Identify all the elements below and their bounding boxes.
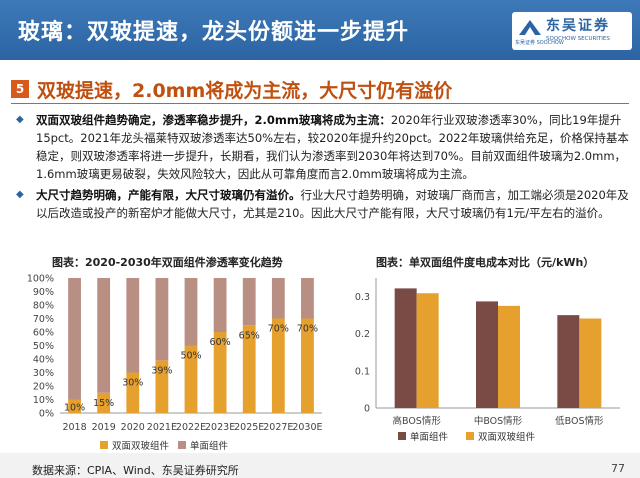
y-tick-label: 20% bbox=[33, 382, 54, 393]
bar-monofacial bbox=[97, 278, 111, 393]
x-tick-label: 低BOS情形 bbox=[555, 415, 604, 427]
y-tick-label: 0.2 bbox=[355, 329, 370, 340]
chart-1-title: 图表：2020-2030年双面组件渗透率变化趋势 bbox=[52, 256, 283, 269]
legend-swatch bbox=[466, 432, 474, 440]
legend-label: 双面双玻组件 bbox=[478, 431, 536, 443]
legend-swatch bbox=[178, 441, 186, 449]
bar-monofacial bbox=[126, 278, 140, 373]
bar-bifacial bbox=[213, 332, 227, 413]
x-tick-label: 2019 bbox=[92, 422, 116, 433]
data-label: 60% bbox=[210, 337, 231, 348]
diamond-bullet-icon: ◆ bbox=[16, 189, 24, 200]
y-tick-label: 90% bbox=[33, 287, 54, 298]
y-tick-label: 10% bbox=[33, 395, 54, 406]
diamond-bullet-icon: ◆ bbox=[16, 114, 24, 125]
data-label: 10% bbox=[64, 402, 85, 413]
paragraph-1: ◆ 双面双玻组件趋势确定，渗透率稳步提升，2.0mm玻璃将成为主流：2020年行… bbox=[16, 111, 632, 183]
data-label: 65% bbox=[239, 330, 260, 341]
bar-bifacial bbox=[184, 345, 198, 413]
paragraph-2-lead: 大尺寸趋势明确，产能有限，大尺寸玻璃仍有溢价。 bbox=[36, 188, 301, 202]
legend-label: 双面双玻组件 bbox=[112, 440, 170, 452]
x-tick-label: 2022E bbox=[176, 422, 206, 433]
bar-bifacial bbox=[155, 360, 169, 413]
bar-monofacial bbox=[242, 278, 256, 326]
penetration-chart: 0% 10% 20% 30% 40% 50% 60% 70% 80% 90% 100% 10% 2018… bbox=[27, 274, 323, 453]
bar-bifacial bbox=[68, 399, 81, 413]
bar-monofacial bbox=[557, 315, 580, 408]
bar-bifacial bbox=[416, 293, 439, 408]
legend-label: 单面组件 bbox=[410, 431, 449, 443]
x-tick-label: 2023E bbox=[205, 422, 235, 433]
x-tick-label: 中BOS情形 bbox=[474, 415, 523, 427]
data-label: 30% bbox=[122, 378, 143, 389]
data-label: 39% bbox=[151, 365, 172, 376]
header-bar: 玻璃：双玻提速，龙头份额进一步提升 东吴证券 SOOCHOW SECURITIE… bbox=[0, 0, 640, 60]
legend-label: 单面组件 bbox=[190, 440, 229, 452]
logo-sub: 东吴证券 SOOCHOW bbox=[515, 40, 564, 46]
paragraph-1-text: 双面双玻组件趋势确定，渗透率稳步提升，2.0mm玻璃将成为主流：2020年行业双… bbox=[36, 111, 632, 183]
bar-bifacial bbox=[271, 318, 285, 413]
bar-bifacial bbox=[301, 318, 314, 413]
y-tick-label: 0% bbox=[39, 409, 54, 420]
y-tick-label: 80% bbox=[33, 301, 54, 312]
logo-mark-icon bbox=[519, 20, 541, 35]
y-tick-label: 50% bbox=[33, 341, 54, 352]
logo-english: SOOCHOW SECURITIES bbox=[546, 36, 610, 42]
y-tick-label: 100% bbox=[27, 274, 54, 285]
x-tick-label: 2018 bbox=[62, 422, 86, 433]
bar-bifacial bbox=[126, 372, 140, 413]
data-source: 数据来源：CPIA、Wind、东吴证券研究所 bbox=[32, 464, 239, 477]
bar-bifacial bbox=[579, 318, 602, 408]
section-title: 双玻提速，2.0mm将成为主流，大尺寸仍有溢价 bbox=[37, 80, 453, 102]
y-tick-label: 0.1 bbox=[355, 366, 370, 377]
x-tick-label: 高BOS情形 bbox=[392, 415, 441, 427]
logo-name: 东吴证券 bbox=[546, 18, 610, 34]
paragraph-2-body: 行业大尺寸趋势明确，对玻璃厂商而言，加工端必须是2020年及以后改造或投产的新窑… bbox=[36, 188, 629, 220]
y-tick-label: 60% bbox=[33, 328, 54, 339]
legend-swatch bbox=[398, 432, 406, 440]
x-tick-label: 2021E bbox=[147, 422, 177, 433]
bar-monofacial bbox=[155, 278, 169, 361]
y-tick-label: 0.3 bbox=[355, 292, 370, 303]
section-number: 5 bbox=[11, 80, 29, 98]
bar-monofacial bbox=[476, 301, 498, 408]
data-label: 50% bbox=[180, 351, 201, 362]
section-divider bbox=[11, 103, 629, 104]
x-tick-label: 2025E bbox=[234, 422, 264, 433]
bar-bifacial bbox=[97, 392, 111, 413]
page-number: 77 bbox=[611, 462, 625, 475]
bar-monofacial bbox=[184, 278, 198, 346]
x-tick-label: 2030E bbox=[292, 422, 322, 433]
y-tick-label: 0 bbox=[364, 404, 370, 415]
x-tick-label: 2020 bbox=[121, 422, 145, 433]
bar-monofacial bbox=[301, 278, 314, 319]
footer-bar bbox=[0, 453, 640, 478]
bar-monofacial bbox=[213, 278, 227, 332]
x-tick-label: 2027E bbox=[263, 422, 293, 433]
y-tick-label: 30% bbox=[33, 368, 54, 379]
legend-swatch bbox=[100, 441, 108, 449]
data-label: 15% bbox=[93, 398, 114, 409]
brand-logo: 东吴证券 SOOCHOW SECURITIES 东吴证券 SOOCHOW bbox=[512, 12, 632, 50]
y-tick-label: 40% bbox=[33, 355, 54, 366]
bar-monofacial bbox=[271, 278, 285, 319]
bar-monofacial bbox=[394, 288, 417, 408]
data-label: 70% bbox=[268, 324, 289, 335]
page-title: 玻璃：双玻提速，龙头份额进一步提升 bbox=[18, 20, 410, 45]
paragraph-1-body: 2020年行业双玻渗透率30%，同比19年提升15pct。2021年龙头福莱特双… bbox=[36, 113, 629, 181]
paragraph-2: ◆ 大尺寸趋势明确，产能有限，大尺寸玻璃仍有溢价。行业大尺寸趋势明确，对玻璃厂商… bbox=[16, 186, 632, 222]
y-tick-label: 70% bbox=[33, 314, 54, 325]
paragraph-2-text: 大尺寸趋势明确，产能有限，大尺寸玻璃仍有溢价。行业大尺寸趋势明确，对玻璃厂商而言… bbox=[36, 186, 632, 222]
data-label: 70% bbox=[297, 324, 318, 335]
bar-bifacial bbox=[242, 325, 256, 413]
bar-monofacial bbox=[68, 278, 81, 400]
chart-2-title: 图表：单双面组件度电成本对比（元/kWh） bbox=[376, 256, 595, 269]
bar-bifacial bbox=[498, 305, 520, 408]
paragraph-1-lead: 双面双玻组件趋势确定，渗透率稳步提升，2.0mm玻璃将成为主流： bbox=[36, 113, 391, 127]
